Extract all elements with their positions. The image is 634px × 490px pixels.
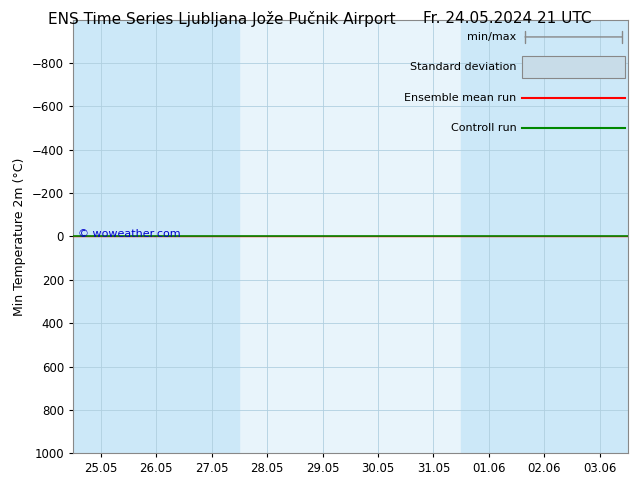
Y-axis label: Min Temperature 2m (°C): Min Temperature 2m (°C) <box>13 157 26 316</box>
Text: ENS Time Series Ljubljana Jože Pučnik Airport: ENS Time Series Ljubljana Jože Pučnik Ai… <box>48 11 396 27</box>
Text: Fr. 24.05.2024 21 UTC: Fr. 24.05.2024 21 UTC <box>423 11 592 26</box>
Bar <box>573 20 628 453</box>
Text: Ensemble mean run: Ensemble mean run <box>404 93 517 103</box>
Text: Controll run: Controll run <box>451 123 517 133</box>
Bar <box>462 20 517 453</box>
Text: Standard deviation: Standard deviation <box>410 62 517 73</box>
Text: © woweather.com: © woweather.com <box>79 229 181 239</box>
Bar <box>517 20 573 453</box>
Bar <box>73 20 128 453</box>
Bar <box>128 20 184 453</box>
Text: min/max: min/max <box>467 32 517 42</box>
Bar <box>184 20 240 453</box>
FancyBboxPatch shape <box>522 56 625 78</box>
